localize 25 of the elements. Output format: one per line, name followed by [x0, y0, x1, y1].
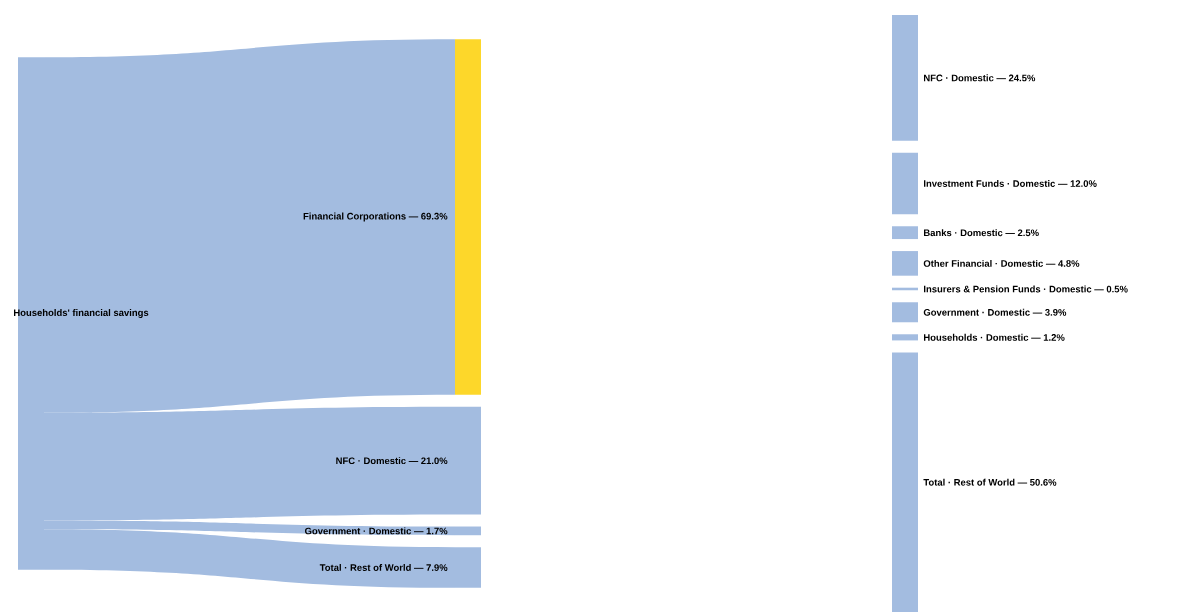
category-label: NFC · Domestic [336, 457, 406, 465]
category-label: Banks · Domestic [924, 229, 1003, 237]
data-label: — 21.0% [408, 457, 448, 465]
data-label: — 7.9% [413, 564, 448, 571]
category-label: Government · Domestic [923, 308, 1030, 316]
data-label: — 50.6% [1017, 478, 1057, 486]
data-label: — 1.7% [413, 527, 448, 535]
data-label: — 12.0% [1057, 180, 1097, 187]
category-label: Other Financial · Domestic [923, 259, 1043, 267]
data-label: — 4.8% [1045, 260, 1080, 267]
category-label: Total · Rest of World [923, 478, 1015, 486]
data-label: — 3.9% [1032, 309, 1067, 316]
data-label: — 1.2% [1031, 334, 1065, 341]
category-label: Total · Rest of World [319, 564, 411, 571]
data-label: — 69.3% [408, 212, 448, 220]
category-label: Investment Funds · Domestic [924, 179, 1056, 187]
data-label: — 0.5% [1094, 285, 1128, 293]
data-label: — 2.5% [1005, 229, 1039, 237]
category-label: Government · Domestic [304, 527, 412, 535]
category-label: Households' financial savings [14, 309, 149, 318]
category-label: Financial Corporations [303, 212, 406, 222]
category-label: Households · Domestic [924, 333, 1029, 341]
category-label: NFC · Domestic [924, 74, 994, 82]
data-label: — 24.5% [996, 74, 1036, 82]
category-label: Insurers & Pension Funds · Domestic [924, 285, 1092, 293]
